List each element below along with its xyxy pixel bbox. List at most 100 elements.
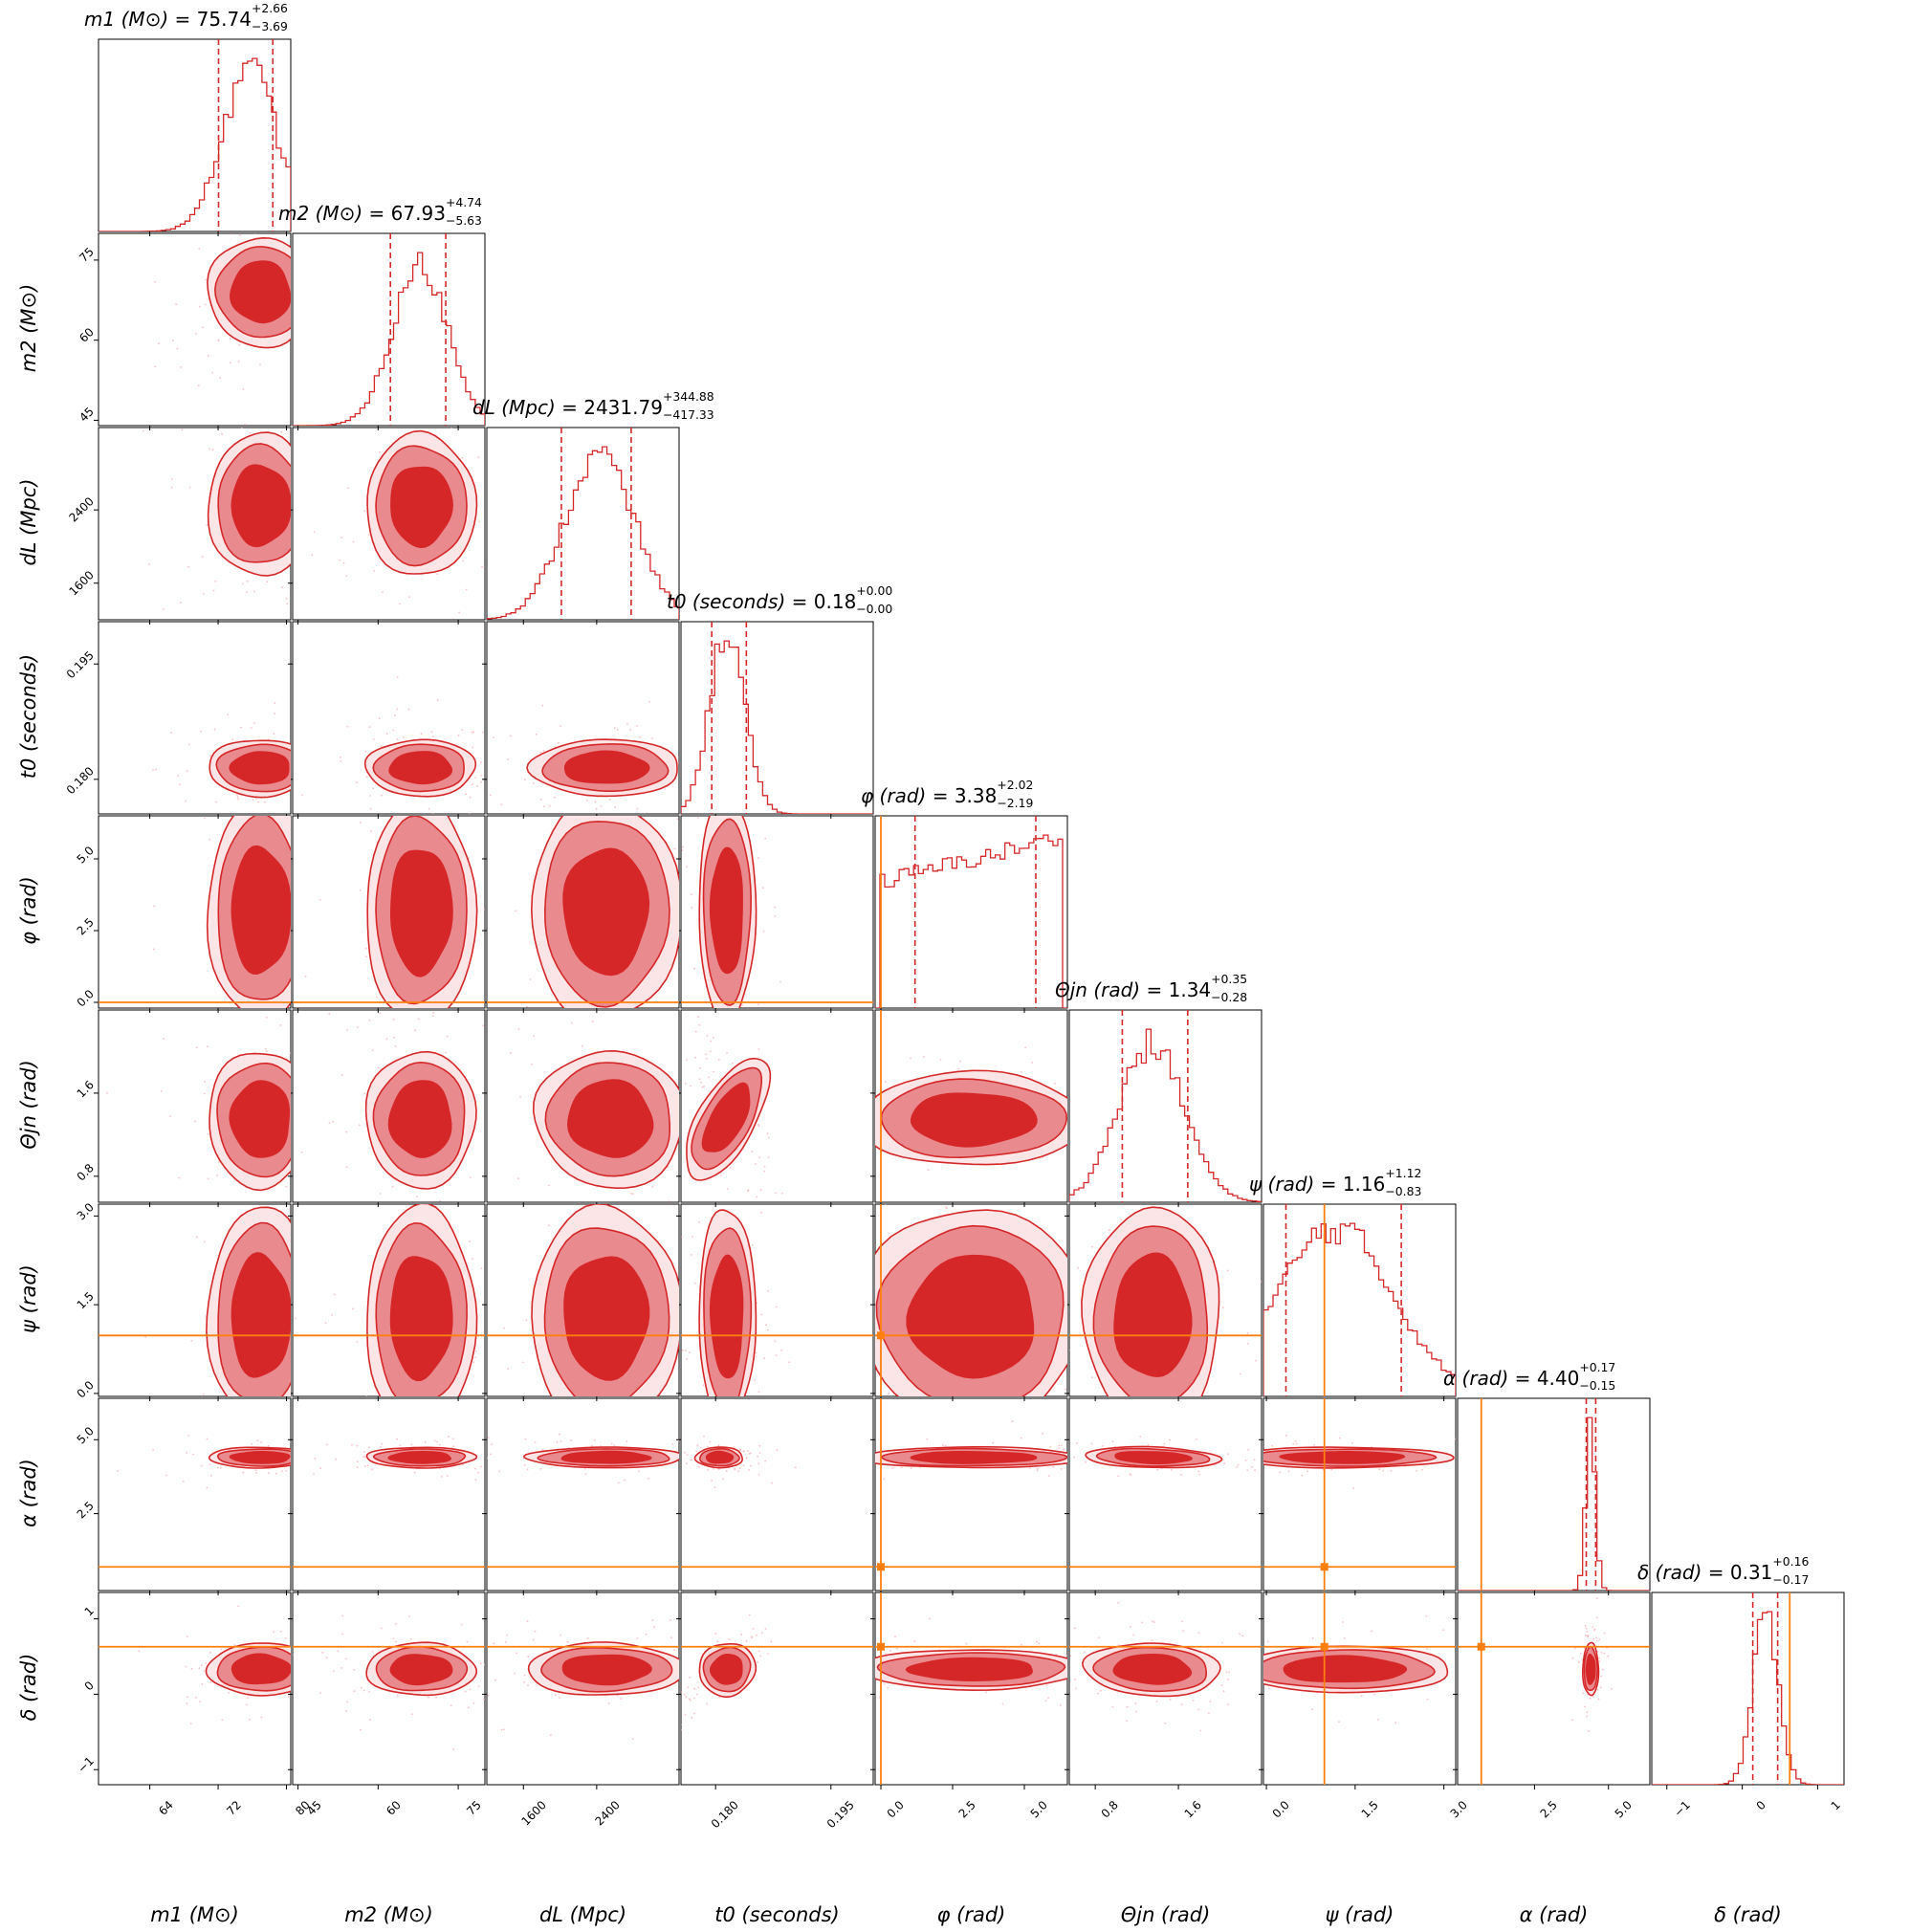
sample-point (352, 1307, 354, 1310)
sample-point (688, 1665, 690, 1667)
sample-point (203, 593, 205, 595)
sample-point (241, 204, 243, 206)
sample-point (1390, 1470, 1393, 1472)
truth-marker (877, 1642, 885, 1651)
sample-point (616, 1694, 619, 1697)
sample-point (1352, 1487, 1354, 1489)
sample-point (477, 1685, 480, 1687)
sample-point (368, 726, 371, 729)
sample-point (427, 1474, 428, 1476)
sample-point (758, 1031, 760, 1033)
sample-point (472, 1701, 475, 1704)
title-equals: = (926, 784, 955, 807)
sample-point (477, 456, 480, 458)
sample-point (268, 1472, 270, 1475)
sample-point (328, 872, 330, 874)
sample-point (539, 751, 542, 754)
sample-point (787, 1548, 789, 1550)
sample-point (238, 234, 241, 237)
sample-point (722, 790, 724, 792)
x-axis-label: ψ (rad) (1325, 1903, 1394, 1926)
sample-point (868, 1664, 870, 1666)
sample-point (675, 1243, 677, 1245)
title-plus: +0.35 (1211, 972, 1248, 986)
sample-point (767, 1328, 769, 1331)
sample-point (1181, 1477, 1183, 1479)
sample-point (695, 805, 697, 807)
sample-point (794, 1308, 796, 1310)
sample-point (181, 428, 184, 431)
sample-point (493, 1642, 495, 1645)
sample-point (693, 1712, 695, 1715)
sample-point (1077, 1266, 1080, 1269)
sample-point (297, 1069, 299, 1071)
sample-point (1063, 1448, 1065, 1451)
sample-point (296, 1108, 298, 1109)
sample-point (1520, 1462, 1522, 1464)
sample-point (1109, 1490, 1111, 1492)
sample-point (1096, 1043, 1098, 1045)
sample-point (674, 1723, 676, 1725)
sample-point (254, 1469, 257, 1472)
sample-point (233, 1644, 236, 1646)
sample-point (636, 725, 638, 727)
sample-point (433, 1439, 436, 1442)
panel-frame-7-2 (486, 1397, 680, 1592)
sample-point (745, 1639, 748, 1642)
sample-point (676, 1060, 678, 1062)
sample-point (393, 1036, 396, 1039)
sample-point (1243, 1457, 1245, 1459)
sample-point (781, 1277, 783, 1279)
sample-point (692, 1012, 693, 1014)
sample-point (359, 889, 362, 891)
sample-point (698, 1078, 701, 1080)
sample-point (376, 1499, 378, 1501)
sample-point (428, 1696, 429, 1699)
sample-point (296, 238, 297, 240)
contour-1-sigma (387, 1080, 452, 1158)
sample-point (828, 1148, 830, 1150)
sample-point (563, 1547, 565, 1548)
sample-point (490, 1453, 492, 1456)
sample-point (309, 279, 311, 281)
sample-point (301, 304, 303, 306)
sample-point (1064, 1681, 1065, 1683)
sample-point (1065, 1655, 1067, 1657)
title-errors: +0.35 −0.28 (1211, 972, 1268, 1004)
sample-point (1058, 1447, 1060, 1449)
sample-point (591, 1444, 593, 1447)
contour-1-sigma (910, 1092, 1038, 1148)
sample-point (246, 591, 248, 593)
sample-point (498, 1674, 500, 1676)
sample-point (313, 1252, 315, 1254)
sample-point (244, 424, 247, 426)
sample-point (396, 708, 399, 711)
sample-point (368, 1019, 371, 1021)
sample-point (763, 1170, 766, 1173)
sample-point (357, 1276, 359, 1278)
sample-point (229, 338, 231, 340)
sample-point (335, 1164, 337, 1166)
histogram-8 (1652, 1592, 1844, 1785)
sample-point (712, 1037, 714, 1039)
sample-point (885, 1653, 888, 1655)
sample-point (1378, 1468, 1381, 1470)
sample-point (144, 1336, 147, 1338)
sample-point (1313, 1443, 1315, 1446)
histogram-steps (1652, 1611, 1844, 1785)
sample-point (320, 1644, 322, 1646)
sample-point (327, 564, 329, 566)
sample-point (509, 735, 512, 737)
sample-point (560, 1634, 561, 1636)
sample-point (674, 1058, 676, 1060)
title-minus: −3.69 (251, 19, 288, 33)
sample-point (1311, 1636, 1314, 1639)
sample-point (688, 1698, 691, 1701)
sample-point (219, 377, 222, 379)
sample-point (525, 1005, 528, 1008)
sample-point (211, 1447, 213, 1449)
sample-point (800, 1662, 801, 1664)
sample-point (1169, 1698, 1172, 1701)
sample-point (483, 908, 485, 911)
sample-point (492, 884, 494, 886)
